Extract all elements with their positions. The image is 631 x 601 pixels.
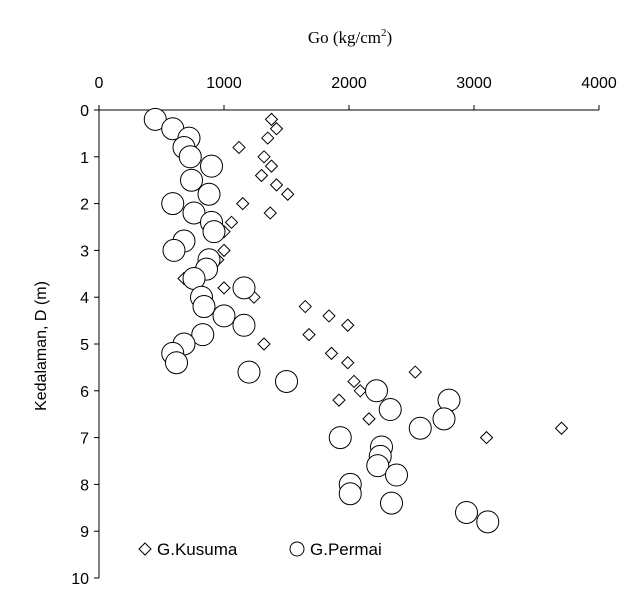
y-tick-label: 6	[80, 384, 89, 401]
kusuma-point	[261, 131, 275, 145]
kusuma-point	[269, 122, 284, 136]
legend-permai-label: G.Permai	[310, 540, 382, 559]
kusuma-point	[224, 215, 239, 230]
legend-permai-marker	[289, 541, 305, 557]
x-tick-label: 0	[95, 75, 104, 92]
legend: G.Kusuma G.Permai	[138, 540, 382, 559]
kusuma-point	[302, 327, 316, 342]
y-tick-label: 0	[80, 103, 89, 120]
axes	[94, 105, 600, 579]
y-axis-title: Kedalaman, D (m)	[33, 281, 50, 411]
permai-point	[192, 295, 216, 319]
y-tick-label: 8	[80, 477, 89, 494]
kusuma-point	[232, 140, 246, 155]
tick-labels: 0 1000 2000 3000 4000 0 1 2 3 4 5 6 7 8 9 10	[71, 75, 617, 588]
kusuma-point	[264, 159, 279, 173]
kusuma-point	[257, 150, 271, 164]
permai-point	[380, 491, 403, 515]
y-tick-label: 4	[80, 290, 89, 307]
permai-point	[366, 454, 390, 478]
kusuma-point	[298, 299, 312, 314]
permai-point	[365, 379, 388, 403]
kusuma-point	[254, 168, 269, 183]
kusuma-point	[217, 281, 231, 295]
kusuma-point	[479, 430, 494, 445]
permai-point	[161, 192, 185, 216]
x-tick-label: 2000	[331, 75, 367, 92]
y-tick-label: 10	[71, 571, 89, 588]
permai-point	[191, 323, 215, 347]
permai-point	[212, 304, 236, 328]
permai-point	[237, 360, 261, 384]
kusuma-point	[353, 384, 367, 398]
permai-point	[162, 238, 186, 262]
permai-point	[180, 168, 203, 192]
permai-point	[202, 220, 226, 244]
x-tick-label: 4000	[581, 75, 617, 92]
kusuma-point	[257, 337, 271, 351]
kusuma-point	[236, 196, 250, 211]
y-tick-label: 9	[80, 524, 89, 541]
permai-point	[232, 276, 256, 300]
permai-point	[408, 416, 432, 440]
permai-point	[455, 500, 478, 524]
y-tick-label: 2	[80, 197, 89, 214]
permai-point	[328, 426, 352, 450]
data-points	[143, 107, 569, 534]
permai-point	[197, 182, 221, 206]
permai-point	[432, 407, 456, 431]
kusuma-point	[332, 393, 346, 407]
kusuma-point	[269, 178, 284, 192]
permai-point	[275, 369, 298, 393]
kusuma-point	[217, 243, 231, 258]
permai-point	[178, 145, 202, 169]
kusuma-point	[554, 421, 569, 435]
x-tick-label: 3000	[456, 75, 492, 92]
y-tick-label: 3	[80, 243, 89, 260]
permai-point	[200, 154, 223, 178]
kusuma-point	[408, 365, 422, 379]
kusuma-point	[324, 346, 339, 361]
x-axis-title: Go (kg/cm2)	[308, 27, 392, 47]
kusuma-point	[341, 318, 355, 332]
kusuma-point	[281, 187, 295, 201]
permai-point	[232, 313, 256, 337]
y-tick-label: 1	[80, 150, 89, 167]
permai-point	[385, 463, 408, 487]
permai-point	[165, 351, 188, 375]
legend-kusuma-label: G.Kusuma	[157, 540, 238, 559]
x-tick-label: 1000	[206, 75, 242, 92]
kusuma-point	[347, 374, 361, 389]
legend-kusuma-marker	[138, 542, 152, 556]
kusuma-point	[362, 412, 376, 426]
permai-point	[378, 398, 402, 422]
permai-point	[476, 510, 500, 534]
y-tick-label: 5	[80, 337, 89, 354]
y-tick-label: 7	[80, 431, 89, 448]
kusuma-point	[263, 206, 277, 220]
permai-point	[338, 482, 362, 506]
kusuma-point	[264, 112, 279, 127]
kusuma-point	[341, 356, 355, 370]
kusuma-point	[322, 309, 336, 323]
